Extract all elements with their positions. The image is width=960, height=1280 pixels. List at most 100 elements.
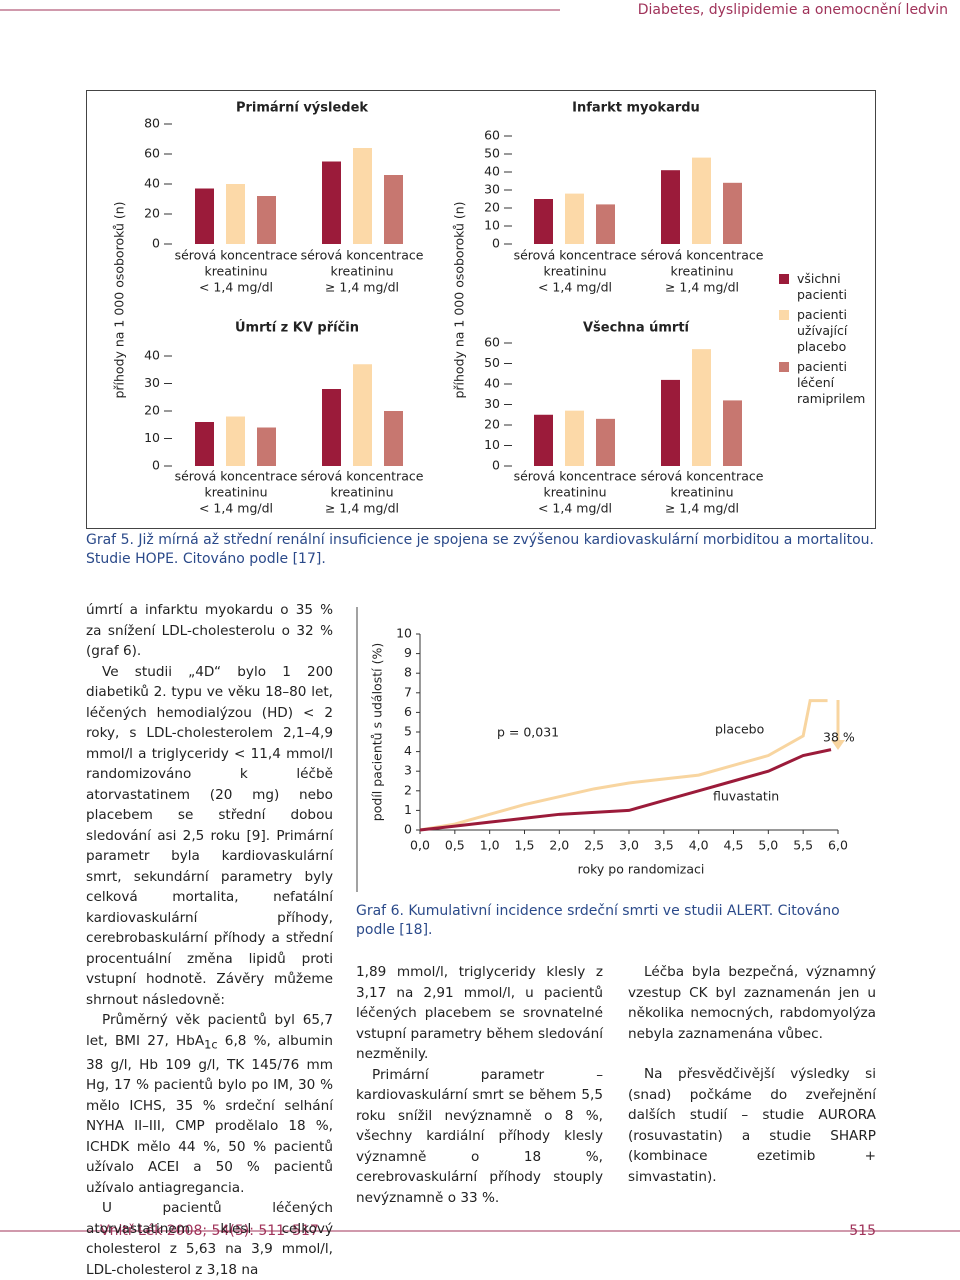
figure-caption: Graf 5. Již mírná až střední renální ins… [86,532,874,567]
bar [384,175,403,244]
bar [723,182,742,244]
bar [195,422,214,466]
bar [534,414,553,466]
x-tick-label: 6,0 [828,838,848,853]
x-tick-label: 2,0 [549,838,569,853]
y-tick-label: 4 [404,743,412,758]
y-tick-label: 40 [484,164,500,179]
y-tick-label: 20 [144,206,160,221]
text-run: úmrtí a infarktu myokardu o 35 % za sníž… [86,602,333,659]
bar [322,389,341,466]
bar [226,416,245,466]
y-tick-label: 10 [396,626,412,641]
y-tick-label: 60 [144,146,160,161]
x-tick-label: sérová koncentrace [301,248,424,263]
x-tick-label: ≥ 1,4 mg/dl [665,501,739,516]
line-series [419,748,832,832]
legend-item: pacienti léčení ramiprilem [779,359,866,407]
y-tick-label: 50 [484,355,500,370]
annotation: 38 % [823,730,855,745]
bar [226,184,245,244]
x-tick-label: 2,5 [584,838,604,853]
x-tick-label: kreatininu [670,264,733,279]
paragraph: 1,89 mmol/l, triglyceridy klesly z 3,17 … [356,962,603,1065]
y-tick-label: 10 [144,430,160,445]
y-tick-label: 8 [404,665,412,680]
paragraph: Léčba byla bezpečná, významný vzestup CK… [628,962,876,1044]
x-tick-label: 1,0 [480,838,500,853]
paragraph: Průměrný věk pacientů byl 65,7 let, BMI … [86,1010,333,1198]
y-tick-label: 3 [404,763,412,778]
x-tick-label: kreatininu [204,485,267,500]
x-tick-label: < 1,4 mg/dl [199,280,273,295]
text-run: Na přesvědčivější výsledky si (snad) poč… [628,1066,876,1185]
panel-title: Infarkt myokardu [572,101,700,116]
page-graphics: Diabetes, dyslipidemie a onemocnění ledv… [0,2,960,1239]
y-tick-label: 40 [144,348,160,363]
legend-item: všichni pacienti [779,271,863,303]
bar [257,196,276,244]
y-tick-label: 5 [404,724,412,739]
panel-title: Všechna úmrtí [583,321,691,336]
figure-caption: Graf 6. Kumulativní incidence srdeční sm… [356,903,840,938]
bar [257,427,276,466]
y-tick-label: 0 [492,236,500,251]
bar [322,161,341,244]
x-tick-label: 0,0 [410,838,430,853]
bar [596,204,615,244]
legend-label: pacienti léčení ramiprilem [797,359,866,406]
bar [596,418,615,466]
legend-item: pacienti užívající placebo [779,307,863,355]
paragraph: Na přesvědčivější výsledky si (snad) poč… [628,1064,876,1187]
legend-label: pacienti užívající placebo [797,307,848,354]
text-run: Ve studii „4D“ bylo 1 200 diabetiků 2. t… [86,663,333,1008]
bar [195,188,214,244]
text-run: Průměrný věk pacientů byl 65,7 let, BMI … [86,1012,333,1049]
legend-swatch [779,362,789,372]
reduction-arrowhead [831,740,845,750]
text-column: 1,89 mmol/l, triglyceridy klesly z 3,17 … [356,962,603,1208]
bar [565,410,584,466]
bar [565,193,584,244]
bar [534,199,553,244]
x-tick-label: kreatininu [330,485,393,500]
x-tick-label: ≥ 1,4 mg/dl [325,280,399,295]
y-axis-label: příhody na 1 000 osoboroků (n) [452,201,467,398]
x-tick-label: < 1,4 mg/dl [538,280,612,295]
legend-swatch [779,310,789,320]
line-series [419,699,828,832]
legend-swatch [779,274,789,284]
x-tick-label: kreatininu [670,485,733,500]
y-tick-label: 0 [152,236,160,251]
y-tick-label: 30 [144,375,160,390]
paragraph: úmrtí a infarktu myokardu o 35 % za sníž… [86,600,333,662]
y-axis-label: příhody na 1 000 osoboroků (n) [112,201,127,398]
y-tick-label: 2 [404,782,412,797]
y-tick-label: 10 [484,437,500,452]
footer-citation: Vnitř Lék 2008; 54(5): 511–517 [100,1223,319,1239]
text-run: 1c [204,1037,218,1052]
y-tick-label: 9 [404,645,412,660]
y-tick-label: 60 [484,128,500,143]
x-tick-label: sérová koncentrace [641,469,764,484]
bar [353,148,372,244]
series-label: fluvastatin [713,789,779,804]
x-tick-label: sérová koncentrace [175,248,298,263]
paragraph: U pacientů léčených atorvastatinem klesl… [86,1198,333,1280]
text-run: U pacientů léčených atorvastatinem klesl… [86,1200,333,1278]
bar [661,170,680,244]
y-axis-label: podíl pacientů s událostí (%) [370,643,385,821]
paragraph: Ve studii „4D“ bylo 1 200 diabetiků 2. t… [86,662,333,1011]
text-run: Léčba byla bezpečná, významný vzestup CK… [628,964,876,1042]
y-tick-label: 20 [484,417,500,432]
text-run: 6,8 %, albumin 38 g/l, Hb 109 g/l, TK 14… [86,1032,333,1196]
x-tick-label: sérová koncentrace [514,248,637,263]
y-tick-label: 40 [144,176,160,191]
y-tick-label: 30 [484,182,500,197]
x-tick-label: kreatininu [543,485,606,500]
y-tick-label: 20 [144,403,160,418]
bar [384,411,403,466]
annotation: p = 0,031 [497,725,559,740]
x-tick-label: 0,5 [445,838,465,853]
